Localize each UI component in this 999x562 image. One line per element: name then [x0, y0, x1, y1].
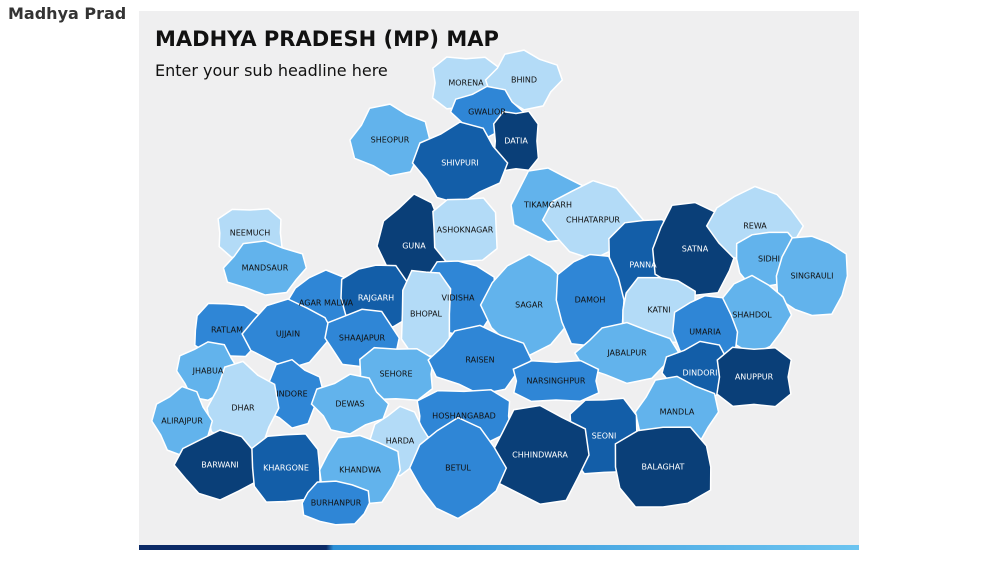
- district-shape: [512, 359, 600, 403]
- district-label: DAMOH: [575, 296, 606, 305]
- district-label: KATNI: [647, 306, 670, 315]
- district-label: SATNA: [682, 245, 709, 254]
- district-shape: [775, 235, 849, 317]
- district-label: GUNA: [402, 242, 426, 251]
- district-label: HARDA: [386, 437, 415, 446]
- district-shape: [411, 121, 509, 205]
- district-label: KHANDWA: [339, 466, 381, 475]
- district-label: GWALIOR: [468, 108, 506, 117]
- district-shape: [222, 240, 308, 296]
- district-label: RAJGARH: [358, 294, 394, 303]
- slide-title: MADHYA PRADESH (MP) MAP: [155, 27, 499, 51]
- district-label: ALIRAJPUR: [161, 417, 203, 426]
- district-label: DEWAS: [335, 400, 364, 409]
- district-label: MANDSAUR: [242, 264, 289, 273]
- district-label: SHEOPUR: [371, 136, 410, 145]
- district-label: TIKAMGARH: [523, 201, 572, 210]
- district-shape: [349, 103, 431, 177]
- district-shape: [241, 298, 335, 370]
- district-shape: [479, 253, 579, 357]
- district-label: KHARGONE: [263, 464, 309, 473]
- district-label: MANDLA: [660, 408, 695, 417]
- district-label: NARSINGHPUR: [527, 377, 586, 386]
- district-label: DATIA: [504, 137, 528, 146]
- district-shape: [310, 373, 390, 435]
- district-label: BARWANI: [201, 461, 238, 470]
- district-shape: [301, 480, 371, 526]
- district-label: SHAHDOL: [732, 311, 772, 320]
- district-label: JHABUA: [192, 367, 224, 376]
- district-label: NEEMUCH: [230, 229, 270, 238]
- district-label: JABALPUR: [606, 349, 647, 358]
- district-shape: [716, 346, 793, 408]
- district-label: REWA: [743, 222, 767, 231]
- district-shape: [173, 429, 267, 501]
- district-shape: [408, 416, 508, 520]
- district-label: SEHORE: [379, 370, 412, 379]
- district-label: BALAGHAT: [642, 463, 685, 472]
- district-label: DHAR: [231, 404, 255, 413]
- district-label: DINDORI: [683, 369, 718, 378]
- district-label: SEONI: [592, 432, 617, 441]
- district-label: UJJAIN: [276, 330, 300, 339]
- district-label: BHOPAL: [410, 310, 443, 319]
- district-label: MORENA: [448, 79, 484, 88]
- district-shape: [427, 324, 533, 396]
- district-label: RAISEN: [465, 356, 494, 365]
- district-label: HOSHANGABAD: [432, 412, 496, 421]
- district-label: INDORE: [276, 390, 307, 399]
- district-shape: [432, 197, 498, 263]
- district-label: SAGAR: [515, 301, 543, 310]
- district-shape: [614, 426, 712, 508]
- district-label: CHHINDWARA: [512, 451, 568, 460]
- district-shape: [573, 321, 680, 385]
- district-label: UMARIA: [689, 328, 721, 337]
- map: MORENA BHIND GWALIOR DATIA SHEOPUR SHIVPURI NE…: [150, 49, 849, 526]
- district-label: SHAAJAPUR: [339, 334, 386, 343]
- slide-subtitle: Enter your sub headline here: [155, 61, 388, 80]
- district-label: VIDISHA: [442, 294, 475, 303]
- page-label: Madhya Prad: [8, 4, 127, 23]
- district-label: SINGRAULI: [791, 272, 834, 281]
- district-label: BURHANPUR: [311, 499, 362, 508]
- district-label: PANNA: [629, 261, 657, 270]
- district-label: SIDHI: [758, 255, 780, 264]
- district-label: ANUPPUR: [735, 373, 774, 382]
- district-label: BHIND: [511, 76, 537, 85]
- district-label: RATLAM: [211, 326, 243, 335]
- district-label: AGAR MALWA: [299, 299, 354, 308]
- footer-bar: [139, 545, 859, 550]
- slide: MORENA BHIND GWALIOR DATIA SHEOPUR SHIVPURI NE…: [139, 11, 859, 550]
- district-label: SHIVPURI: [441, 159, 479, 168]
- district-label: BETUL: [445, 464, 471, 473]
- district-label: CHHATARPUR: [566, 216, 620, 225]
- district-label: ASHOKNAGAR: [437, 226, 494, 235]
